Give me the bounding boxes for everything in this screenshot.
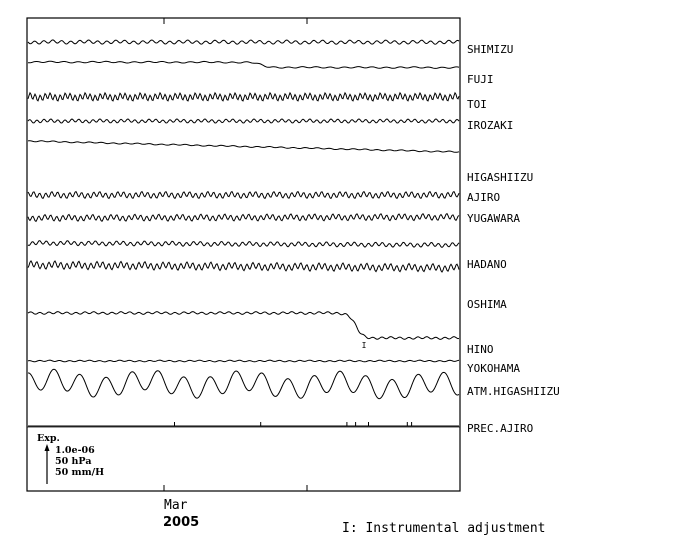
trace-irozaki [27,118,460,124]
trace-prec-ajiro [28,422,459,427]
station-label-atm-higashiizu: ATM.HIGASHIIZU [467,385,560,398]
plot-frame [26,17,461,492]
trace-hino [27,311,460,340]
scale-legend: Exp. 1.0e-06 50 hPa 50 mm/H [37,433,104,484]
scale-legend-entry: 50 hPa [55,456,91,467]
station-label-oshima: OSHIMA [467,298,507,311]
station-label-group: SHIMIZU FUJI TOI IROZAKI HIGASHIIZU AJIRO YUGA… [467,43,560,435]
adjustment-marker: I [362,341,367,350]
trace-yugawara [27,212,460,223]
trace-atm-higashiizu [27,368,460,400]
trace-ajiro [27,190,460,200]
station-label-fuji: FUJI [467,73,494,86]
trace-yokohama [27,359,460,363]
instrumental-adjustment-note: I: Instrumental adjustment [342,521,546,536]
scale-legend-entry: 1.0e-06 [55,445,95,456]
station-label-prec-ajiro: PREC.AJIRO [467,422,533,435]
scale-arrow-head [44,444,50,451]
trace-higashiizu [27,140,460,153]
trace-toi [27,91,460,102]
station-label-yugawara: YUGAWARA [467,212,520,225]
scale-legend-entry: 50 mm/H [55,467,104,478]
station-label-higashiizu: HIGASHIIZU [467,171,533,184]
x-tick-group [163,18,308,491]
trace-group: I [27,39,460,427]
scale-legend-label: Exp. [37,433,60,444]
station-label-ajiro: AJIRO [467,191,500,204]
trace-shimizu [27,39,460,45]
x-tick-label-month: Mar [164,498,188,513]
station-label-hino: HINO [467,343,494,356]
x-tick-label-year: 2005 [163,515,199,530]
trace-fuji [27,60,460,69]
station-label-yokohama: YOKOHAMA [467,362,520,375]
trace-oshima [27,260,460,273]
station-label-toi: TOI [467,98,487,111]
station-label-shimizu: SHIMIZU [467,43,513,56]
station-label-irozaki: IROZAKI [467,119,513,132]
station-label-hadano: HADANO [467,258,507,271]
trace-hadano [27,240,460,249]
